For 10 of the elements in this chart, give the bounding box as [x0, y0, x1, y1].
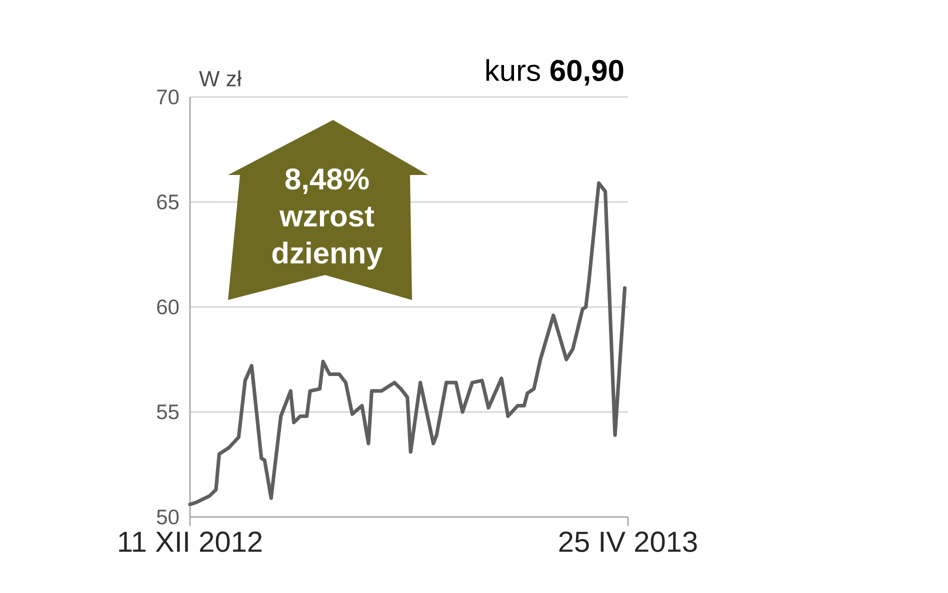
- y-tick-label: 50: [156, 510, 179, 524]
- y-tick-label: 65: [157, 194, 179, 210]
- chart-title: kurs 60,90: [486, 59, 624, 86]
- y-tick-label: 60: [157, 300, 179, 314]
- x-tick-label: 11 XII 2012: [119, 532, 262, 552]
- y-axis-title: W zł: [199, 70, 242, 86]
- y-tick-label: 55: [156, 404, 179, 420]
- annotation: 8,48% wzrost dzienny: [272, 168, 383, 270]
- y-tick-label: 70: [157, 90, 179, 104]
- x-tick-label: 25 IV 2013: [559, 532, 697, 552]
